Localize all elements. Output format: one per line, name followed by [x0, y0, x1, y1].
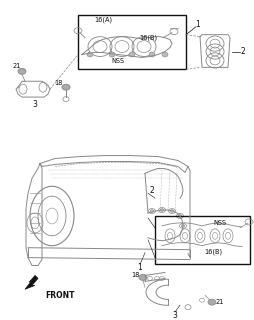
Ellipse shape — [108, 52, 115, 57]
Text: NSS: NSS — [111, 59, 124, 64]
Ellipse shape — [181, 225, 184, 227]
Bar — [154, 216, 249, 264]
Text: 16(B): 16(B) — [203, 248, 221, 255]
Ellipse shape — [87, 52, 93, 57]
Text: FRONT: FRONT — [45, 291, 74, 300]
Text: 16(B): 16(B) — [138, 34, 156, 41]
Ellipse shape — [150, 210, 153, 212]
Text: 1: 1 — [195, 20, 200, 29]
Text: 18: 18 — [130, 272, 139, 278]
Ellipse shape — [138, 275, 146, 280]
Text: 2: 2 — [240, 47, 244, 56]
Ellipse shape — [207, 299, 215, 305]
Text: 3: 3 — [33, 100, 37, 108]
Ellipse shape — [160, 209, 163, 211]
Ellipse shape — [178, 215, 181, 217]
Text: 21: 21 — [215, 299, 223, 305]
Bar — [78, 15, 185, 69]
Ellipse shape — [161, 52, 167, 57]
Text: 1: 1 — [137, 263, 142, 272]
Text: 16(A): 16(A) — [93, 17, 112, 23]
Ellipse shape — [148, 52, 154, 57]
Polygon shape — [25, 276, 38, 289]
Text: NSS: NSS — [213, 220, 226, 226]
Ellipse shape — [18, 68, 26, 74]
Text: 2: 2 — [149, 186, 154, 195]
Ellipse shape — [129, 52, 134, 57]
Text: 18: 18 — [54, 80, 62, 86]
Ellipse shape — [62, 84, 70, 90]
Text: 21: 21 — [13, 63, 21, 69]
Text: 3: 3 — [172, 310, 177, 320]
Ellipse shape — [169, 210, 173, 212]
